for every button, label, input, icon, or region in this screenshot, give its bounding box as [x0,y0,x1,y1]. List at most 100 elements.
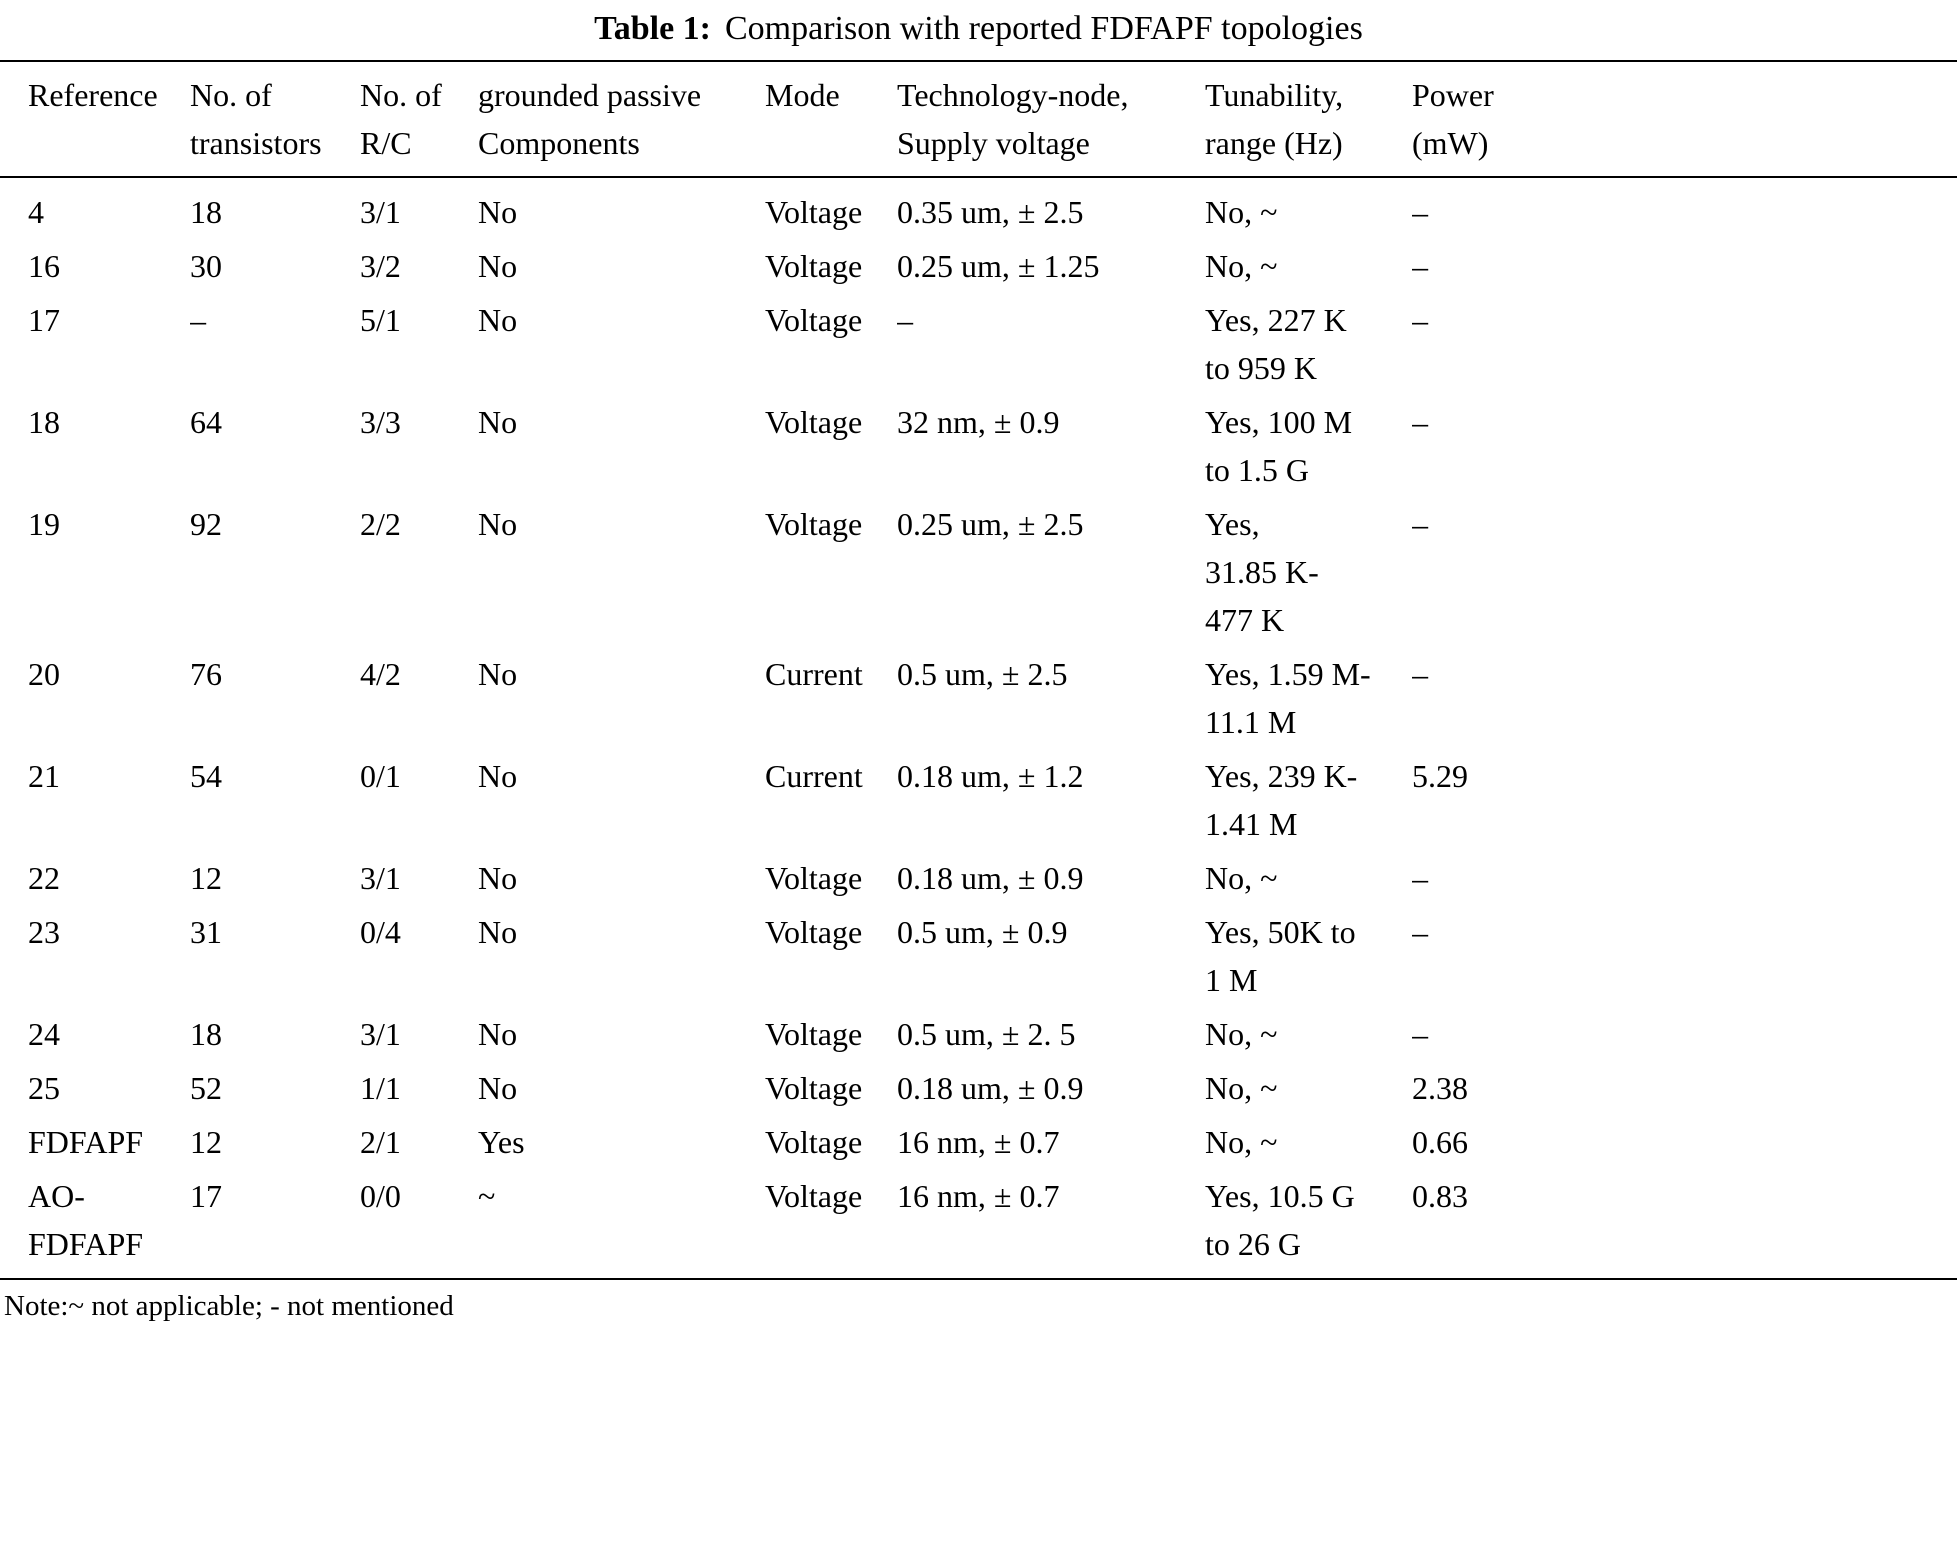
table-cell: – [1412,404,1428,440]
column-header: No. of transistors [190,60,360,178]
table-row: 22 12 3/1 No Voltage 0.18 um, ± 0.9 No, ~ – [0,851,1957,905]
table-cell: Voltage [765,1124,863,1160]
table-cell: 31 [190,914,222,950]
table-cell: Current [765,656,863,692]
table-cell: – [1412,248,1428,284]
table-row: 20 76 4/2 No Current 0.5 um, ± 2.5 Yes, 1.59 M… [0,647,1957,749]
table-cell: 0.5 um, ± 2. 5 [897,1016,1076,1052]
table-row: 16 30 3/2 No Voltage 0.25 um, ± 1.25 No, ~ – [0,239,1957,293]
table-cell: Yes, 31.85 K- 477 K [1205,506,1319,638]
table-cell: Voltage [765,194,863,230]
table-cell: 2.38 [1412,1070,1468,1106]
table-cell: No [478,404,518,440]
table-cell: No [478,860,518,896]
column-header: Power (mW) [1412,60,1957,178]
table-cell: Yes, 50K to 1 M [1205,914,1356,998]
table-cell: 92 [190,506,222,542]
table-cell: No [478,914,518,950]
table-row: 17–5/1 No Voltage – Yes, 227 K to 959 K – [0,293,1957,395]
table-cell: 5/1 [360,302,401,338]
table-cell: 25 [28,1070,60,1106]
table-cell: 18 [190,1016,222,1052]
table-row: AO- FDFAPF 17 0/0 ~ Voltage 16 nm, ± 0.7 Yes, … [0,1169,1957,1280]
table-cell: – [1412,194,1428,230]
table-cell: No, ~ [1205,248,1278,284]
table-cell: – [1412,656,1428,692]
table-cell: 1/1 [360,1070,401,1106]
column-header: grounded passive Components [478,60,765,178]
table-cell: 52 [190,1070,222,1106]
table-cell: – [1412,506,1428,542]
table-row: 24 18 3/1 No Voltage 0.5 um, ± 2. 5 No, ~ – [0,1007,1957,1061]
table-row: 23 31 0/4 No Voltage 0.5 um, ± 0.9 Yes, 50K to… [0,905,1957,1007]
column-header: Tunability, range (Hz) [1205,60,1412,178]
table-cell: No [478,248,518,284]
table-body: 4 18 3/1 No Voltage 0.35 um, ± 2.5 No, ~ – 16 30 3… [0,177,1957,1280]
header-row: Reference No. of transistors No. of R/C gro… [0,60,1957,178]
table-cell: 17 [190,1169,360,1280]
table-cell: 18 [28,404,60,440]
table-cell: No, ~ [1205,1124,1278,1160]
table-cell: 17 [28,302,60,338]
table-cell: 19 [28,506,60,542]
table-cell: FDFAPF [28,1124,144,1160]
table-footnote: Note:~ not applicable; - not mentioned [4,1290,454,1322]
table-cell: 23 [28,914,60,950]
table-cell: No [478,506,518,542]
table-cell: Yes, 239 K- 1.41 M [1205,758,1358,842]
table-cell: Voltage [765,1070,863,1106]
table-caption: Table 1: Comparison with reported FDFAPF … [0,6,1957,52]
table-cell: Yes, 100 M to 1.5 G [1205,404,1353,488]
table-cell: 2/2 [360,506,401,542]
table-cell: 0.5 um, ± 2.5 [897,656,1068,692]
table-row: FDFAPF 12 2/1 Yes Voltage 16 nm, ± 0.7 No, ~ 0.… [0,1115,1957,1169]
table-cell: 3/2 [360,248,401,284]
table-cell: 18 [190,194,222,230]
table-cell: 24 [28,1016,60,1052]
table-cell: 0.5 um, ± 0.9 [897,914,1068,950]
column-header: No. of R/C [360,60,478,178]
table-cell: Voltage [765,914,863,950]
table-cell: Voltage [765,302,863,338]
table-cell: Yes [478,1124,525,1160]
table-cell: – [897,302,913,338]
table-caption-label: Table 1: [594,10,711,47]
table-cell: Voltage [765,1016,863,1052]
table-row: 21 54 0/1 No Current 0.18 um, ± 1.2 Yes, 239 K… [0,749,1957,851]
table-cell: Voltage [765,248,863,284]
table-cell: 0.35 um, ± 2.5 [897,194,1084,230]
table-cell: No [478,656,518,692]
table-cell: No [478,1070,518,1106]
table-cell: 0.18 um, ± 0.9 [897,860,1084,896]
table-cell: – [1412,860,1428,896]
table-cell: Voltage [765,506,863,542]
table-cell: 16 nm, ± 0.7 [897,1124,1060,1160]
table-cell: 30 [190,248,222,284]
table-cell: Yes, 1.59 M- 11.1 M [1205,656,1371,740]
table-cell: AO- FDFAPF [0,1169,190,1280]
table-row: 18 64 3/3 No Voltage 32 nm, ± 0.9 Yes, 100 M t… [0,395,1957,497]
table-row: 25 52 1/1 No Voltage 0.18 um, ± 0.9 No, ~ 2.38 [0,1061,1957,1115]
table-cell: 0/0 [360,1169,478,1280]
table-cell: 5.29 [1412,758,1468,794]
table-cell: 64 [190,404,222,440]
table-cell: No, ~ [1205,194,1278,230]
table-cell: Voltage [765,1169,897,1280]
table-cell: 0.18 um, ± 1.2 [897,758,1084,794]
table-caption-text: Comparison with reported FDFAPF topologi… [725,10,1363,47]
table-cell: No, ~ [1205,1016,1278,1052]
table-cell: 76 [190,656,222,692]
table-cell: No [478,194,518,230]
table-cell: No, ~ [1205,860,1278,896]
table-cell: 4/2 [360,656,401,692]
table-cell: No [478,302,518,338]
table-row: 19 92 2/2 No Voltage 0.25 um, ± 2.5 Yes, 31.85… [0,497,1957,647]
table-cell: No, ~ [1205,1070,1278,1106]
table-cell: 3/1 [360,194,401,230]
table-cell: – [1412,302,1428,338]
table-cell: 4 [28,194,44,230]
table-cell: 0/1 [360,758,401,794]
table-cell: Voltage [765,860,863,896]
column-header: Mode [765,60,897,178]
